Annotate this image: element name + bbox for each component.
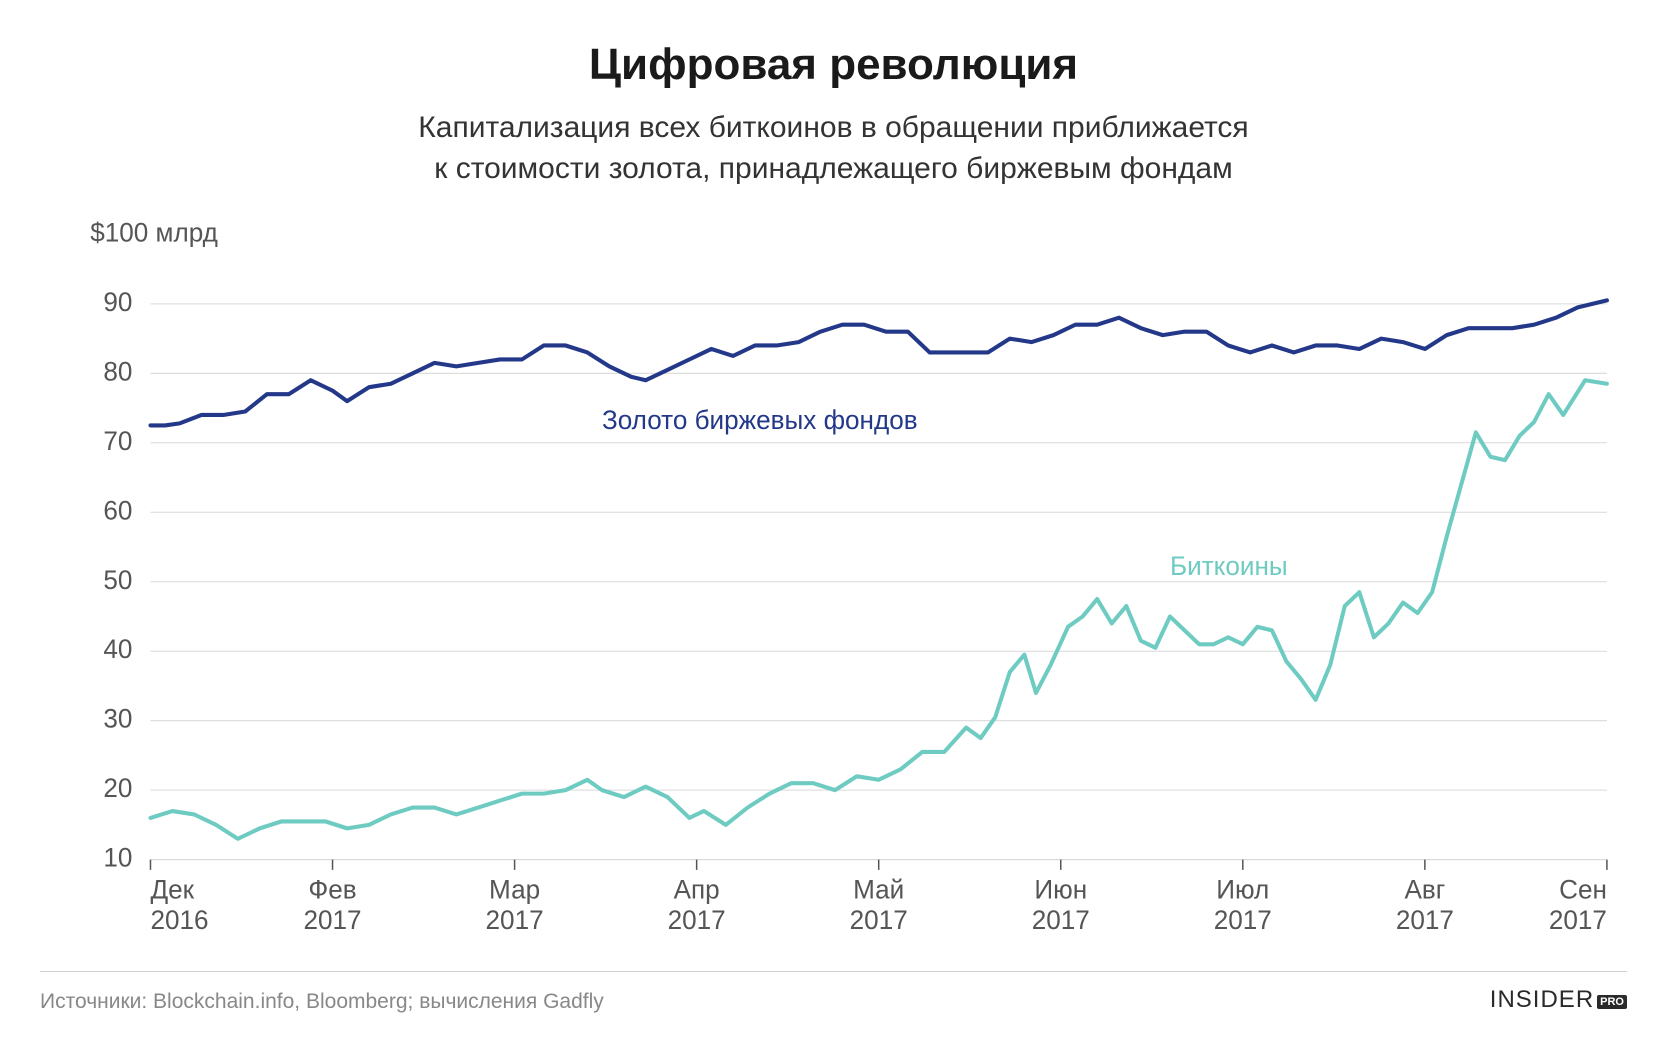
x-tick-label-month: Июл <box>1216 874 1269 904</box>
chart-subtitle: Капитализация всех биткоинов в обращении… <box>40 108 1627 189</box>
x-tick-label-year: 2017 <box>1032 905 1090 935</box>
subtitle-line-1: Капитализация всех биткоинов в обращении… <box>418 111 1248 144</box>
y-axis-top-label: $100 млрд <box>90 219 218 247</box>
x-tick-label-year: 2017 <box>850 905 908 935</box>
series-line <box>150 380 1606 839</box>
x-tick-label-year: 2017 <box>486 905 544 935</box>
x-tick-label-year: 2017 <box>668 905 726 935</box>
y-tick-label: 60 <box>103 495 132 525</box>
y-tick-label: 40 <box>103 634 132 664</box>
x-tick-label-month: Сен <box>1559 874 1607 904</box>
x-tick-label-year: 2016 <box>150 905 208 935</box>
x-tick-label-month: Авг <box>1404 874 1445 904</box>
subtitle-line-2: к стоимости золота, принадлежащего бирже… <box>434 152 1233 185</box>
x-tick-label-month: Фев <box>308 874 356 904</box>
x-tick-label-month: Мар <box>489 874 540 904</box>
brand-logo: INSIDER PRO <box>1490 986 1627 1014</box>
x-tick-label-month: Дек <box>150 874 194 904</box>
y-tick-label: 10 <box>103 842 132 872</box>
x-tick-label-month: Май <box>853 874 904 904</box>
y-tick-label: 50 <box>103 565 132 595</box>
y-tick-label: 90 <box>103 287 132 317</box>
x-tick-label-year: 2017 <box>1396 905 1454 935</box>
y-tick-label: 80 <box>103 356 132 386</box>
source-text: Источники: Blockchain.info, Bloomberg; в… <box>40 990 604 1014</box>
x-tick-label-year: 2017 <box>1549 905 1607 935</box>
series-label: Биткоины <box>1170 551 1288 581</box>
brand-pro: PRO <box>1597 995 1627 1009</box>
chart-footer: Источники: Blockchain.info, Bloomberg; в… <box>40 971 1627 1014</box>
series-label: Золото биржевых фондов <box>602 405 918 435</box>
chart-title: Цифровая революция <box>40 40 1627 90</box>
chart-container: Цифровая революция Капитализация всех би… <box>0 0 1667 1044</box>
x-tick-label-year: 2017 <box>303 905 361 935</box>
chart-plot-area: 102030405060708090$100 млрдДек2016Фев201… <box>40 219 1627 957</box>
x-tick-label-month: Апр <box>674 874 720 904</box>
y-tick-label: 20 <box>103 773 132 803</box>
brand-main: INSIDER <box>1490 986 1594 1014</box>
line-chart-svg: 102030405060708090$100 млрдДек2016Фев201… <box>40 219 1627 957</box>
y-tick-label: 70 <box>103 426 132 456</box>
x-tick-label-month: Июн <box>1034 874 1087 904</box>
y-tick-label: 30 <box>103 703 132 733</box>
x-tick-label-year: 2017 <box>1214 905 1272 935</box>
